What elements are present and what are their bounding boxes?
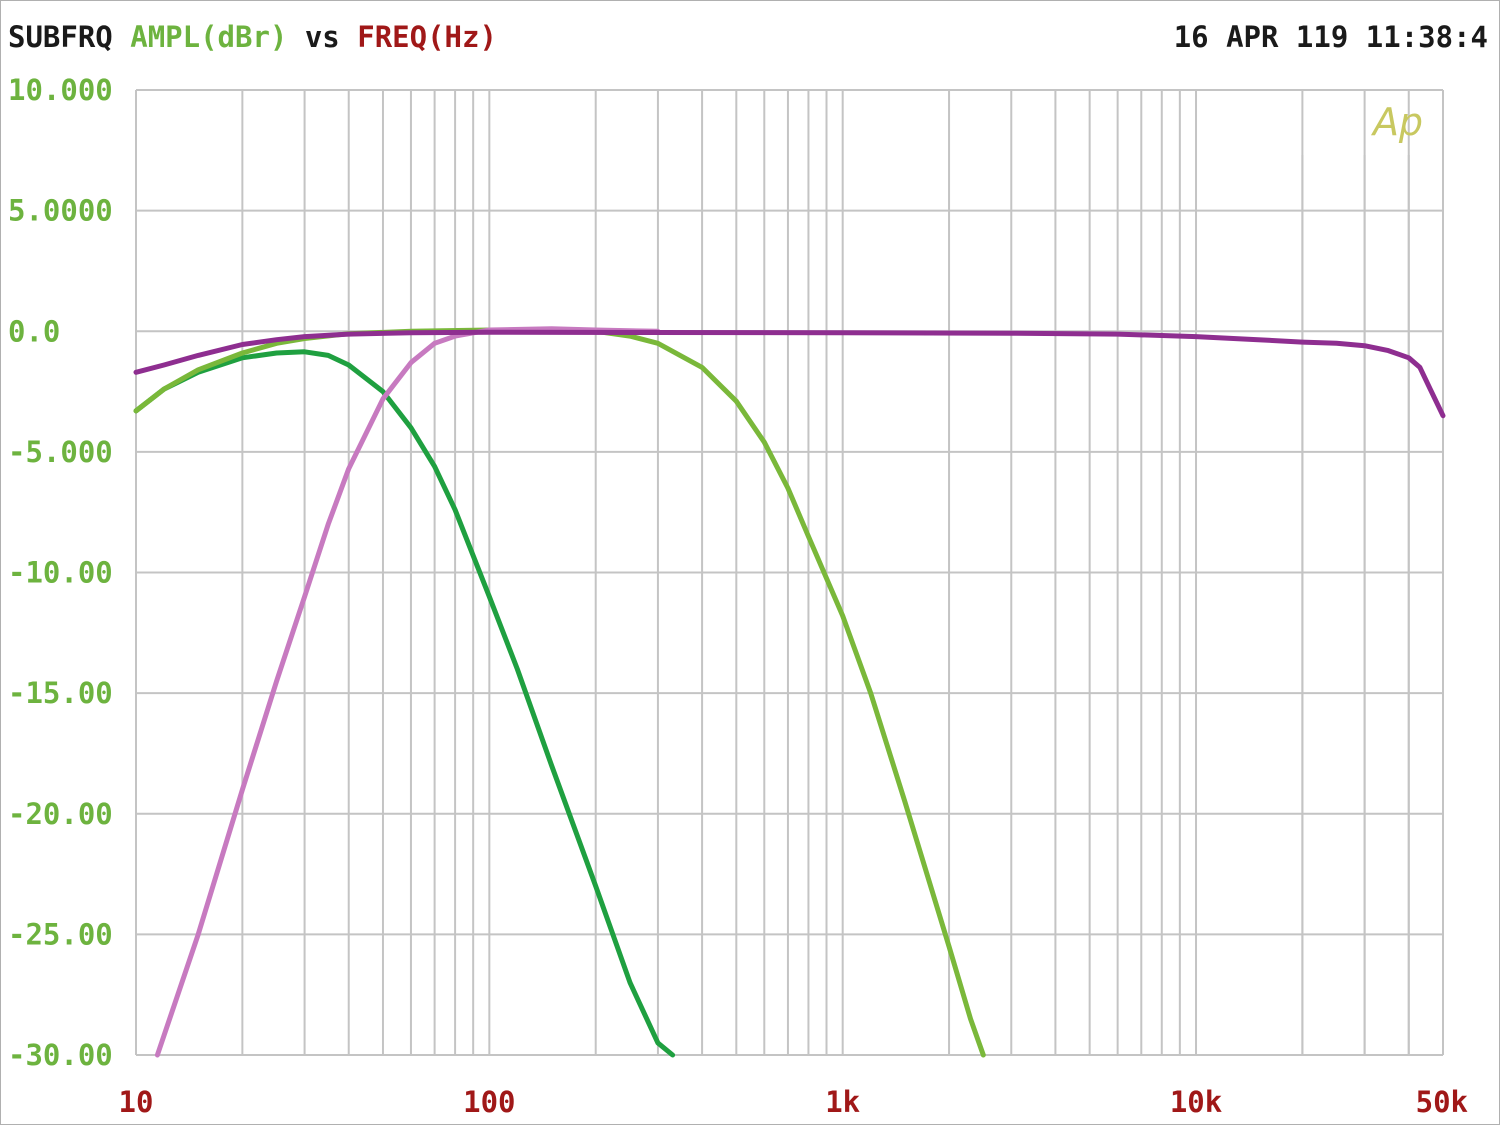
- series-line-3: [154, 326, 661, 1058]
- y-tick-label: -30.00: [8, 1038, 113, 1072]
- header-vs: vs: [304, 20, 340, 54]
- x-tick-label: 10k: [1170, 1085, 1222, 1119]
- series-group: [133, 326, 1446, 1058]
- header-label-name: SUBFRQ: [8, 20, 113, 54]
- header-datetime: 16 APR 119 11:38:4: [1173, 20, 1488, 54]
- chart-header: SUBFRQ AMPL(dBr) vs FREQ(Hz): [8, 20, 497, 54]
- y-tick-label: -25.00: [8, 917, 113, 951]
- series-line-2: [133, 327, 986, 1058]
- header-y-quantity: AMPL(dBr): [130, 20, 288, 54]
- y-tick-label: 0.0: [8, 314, 60, 348]
- y-tick-label: -20.00: [8, 797, 113, 831]
- x-tick-label: 50k: [1416, 1085, 1468, 1119]
- x-tick-label: 100: [463, 1085, 515, 1119]
- series-line-4: [133, 329, 1446, 419]
- y-tick-label: 10.000: [8, 73, 113, 107]
- y-tick-label: -10.00: [8, 556, 113, 590]
- grid: [135, 89, 1444, 1056]
- ap-logo: Ap: [1370, 100, 1423, 144]
- x-tick-label: 10: [119, 1085, 154, 1119]
- y-tick-label: -5.000: [8, 435, 113, 469]
- x-tick-labels: 10 100 1k 10k 50k: [119, 1085, 1468, 1119]
- y-tick-label: -15.00: [8, 676, 113, 710]
- y-tick-label: 5.0000: [8, 194, 113, 228]
- y-tick-labels: 10.000 5.0000 0.0 -5.000 -10.00 -15.00 -20.00 -…: [8, 73, 113, 1072]
- header-x-quantity: FREQ(Hz): [357, 20, 497, 54]
- x-tick-label: 1k: [825, 1085, 860, 1119]
- series-line-1: [133, 349, 676, 1058]
